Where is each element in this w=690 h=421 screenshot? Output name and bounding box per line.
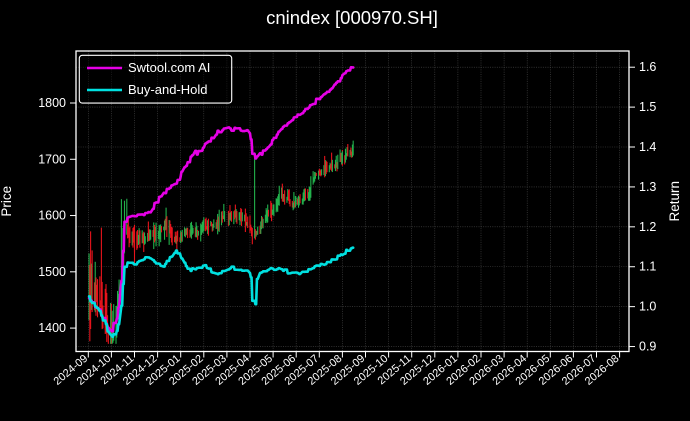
svg-text:1.3: 1.3 [639,180,656,194]
svg-text:cnindex [000970.SH]: cnindex [000970.SH] [266,7,438,28]
svg-text:Buy-and-Hold: Buy-and-Hold [128,82,208,97]
svg-text:1700: 1700 [38,152,66,166]
svg-text:1.5: 1.5 [639,100,656,114]
svg-text:1.1: 1.1 [639,260,656,274]
svg-text:1.4: 1.4 [639,140,656,154]
svg-text:1800: 1800 [38,96,66,110]
svg-text:Return: Return [667,181,682,222]
svg-text:1600: 1600 [38,209,66,223]
svg-text:Price: Price [0,186,14,217]
svg-text:0.9: 0.9 [639,340,656,354]
svg-text:Swtool.com AI: Swtool.com AI [128,60,210,75]
svg-text:1.0: 1.0 [639,300,656,314]
svg-text:1400: 1400 [38,321,66,335]
svg-text:1.2: 1.2 [639,220,656,234]
svg-text:1500: 1500 [38,265,66,279]
svg-text:1.6: 1.6 [639,60,656,74]
